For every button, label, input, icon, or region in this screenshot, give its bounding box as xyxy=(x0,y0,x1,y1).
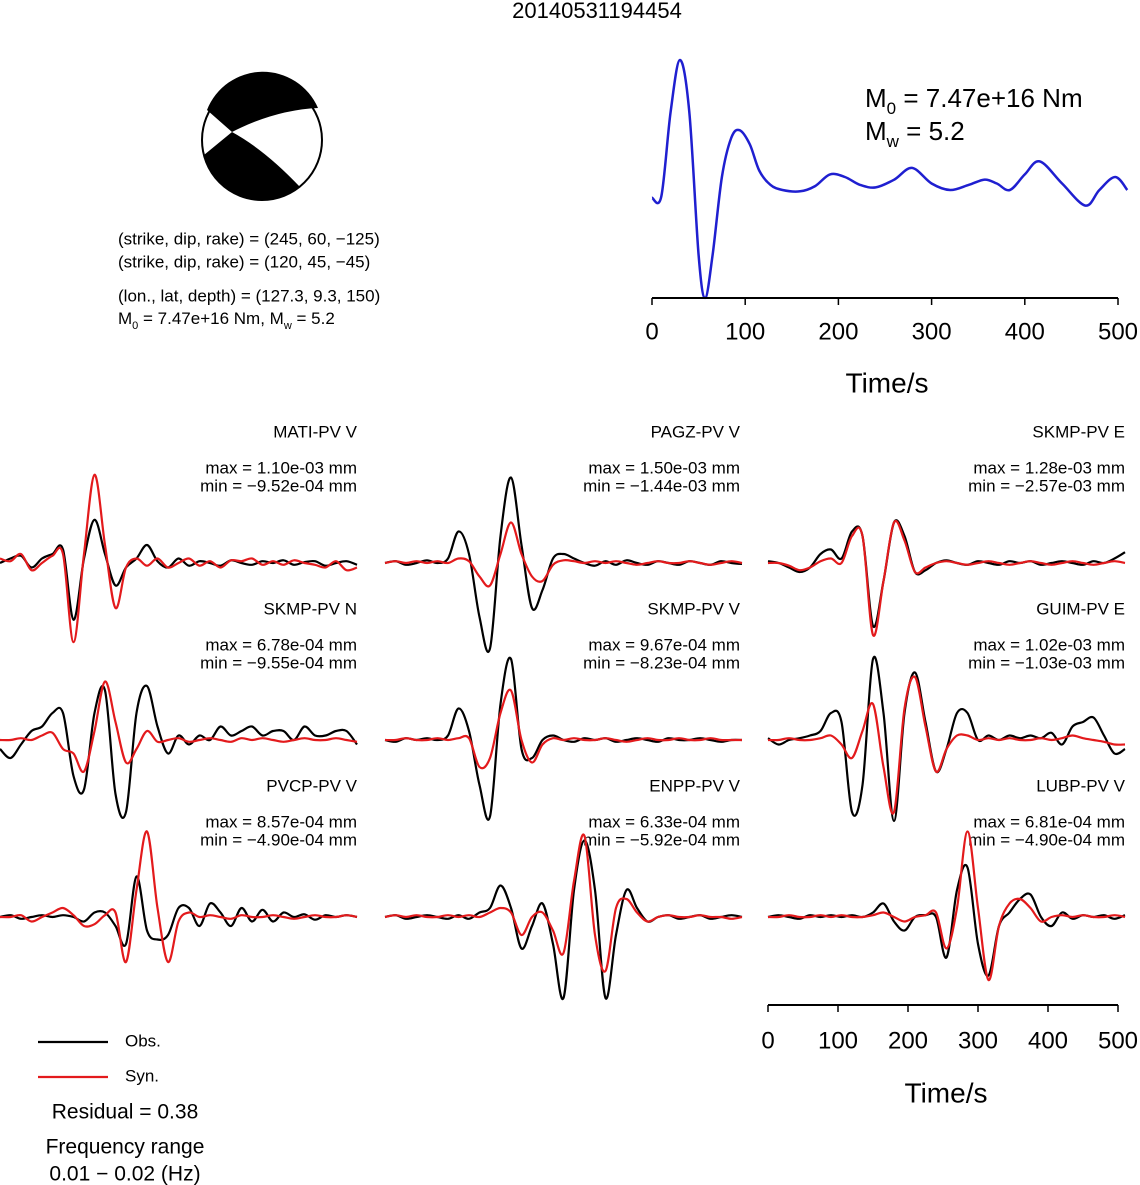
station-label: ENPP-PV V xyxy=(649,776,740,795)
station-label: GUIM-PV E xyxy=(1036,599,1125,618)
x-tick-label: 0 xyxy=(645,318,658,345)
text-part: M xyxy=(118,309,132,328)
x-tick-label: 400 xyxy=(1028,1027,1068,1054)
min-label: min = −9.52e-04 mm xyxy=(200,476,357,495)
max-label: max = 6.81e-04 mm xyxy=(973,812,1125,831)
text-part: M xyxy=(865,116,887,146)
waveform-line xyxy=(767,830,1126,982)
station-label: SKMP-PV V xyxy=(647,599,740,618)
min-label: min = −9.55e-04 mm xyxy=(200,653,357,672)
x-tick-label: 200 xyxy=(818,318,858,345)
station-label: PAGZ-PV V xyxy=(651,422,741,441)
max-label: max = 8.57e-04 mm xyxy=(205,812,357,831)
text-part: = 7.47e+16 Nm xyxy=(896,83,1082,113)
max-label: max = 6.78e-04 mm xyxy=(205,635,357,654)
x-tick-label: 100 xyxy=(818,1027,858,1054)
moment-text: M0 = 7.47e+16 Nm, Mw = 5.2 xyxy=(118,309,335,331)
min-label: min = −5.92e-04 mm xyxy=(583,830,740,849)
x-axis-title: Time/s xyxy=(905,1077,988,1108)
beachball xyxy=(201,71,323,201)
frequency-label: Frequency range xyxy=(46,1136,205,1159)
figure-title: 20140531194454 xyxy=(512,0,682,23)
station-label: SKMP-PV N xyxy=(263,599,357,618)
x-axis-title: Time/s xyxy=(846,367,929,398)
min-label: min = −4.90e-04 mm xyxy=(200,830,357,849)
text-part: M xyxy=(865,83,887,113)
location-text: (lon., lat, depth) = (127.3, 9.3, 150) xyxy=(118,286,380,305)
x-tick-label: 300 xyxy=(958,1027,998,1054)
beachball-quadrant xyxy=(204,132,300,201)
text-part: = 5.2 xyxy=(292,309,335,328)
waveform-line xyxy=(767,864,1126,977)
moment-annotation: M0 = 7.47e+16 Nm xyxy=(865,83,1083,118)
waveform-line xyxy=(384,688,742,770)
x-tick-label: 100 xyxy=(725,318,765,345)
subscript: w xyxy=(886,132,900,151)
waveform-line xyxy=(0,875,358,947)
max-label: max = 6.33e-04 mm xyxy=(588,812,740,831)
x-tick-label: 200 xyxy=(888,1027,928,1054)
subscript: 0 xyxy=(132,320,138,332)
moment-annotation: Mw = 5.2 xyxy=(865,116,965,151)
min-label: min = −8.23e-04 mm xyxy=(583,653,740,672)
min-label: min = −4.90e-04 mm xyxy=(968,830,1125,849)
x-tick-label: 400 xyxy=(1005,318,1045,345)
waveform-line xyxy=(384,833,743,973)
min-label: min = −1.44e-03 mm xyxy=(583,476,740,495)
subscript: 0 xyxy=(887,99,896,118)
waveform-line xyxy=(384,839,743,1001)
max-label: max = 1.50e-03 mm xyxy=(588,458,740,477)
x-tick-label: 500 xyxy=(1098,1027,1138,1054)
max-label: max = 1.02e-03 mm xyxy=(973,635,1125,654)
max-label: max = 1.28e-03 mm xyxy=(973,458,1125,477)
station-label: LUBP-PV V xyxy=(1036,776,1125,795)
station-label: MATI-PV V xyxy=(273,422,357,441)
x-tick-label: 0 xyxy=(761,1027,774,1054)
max-label: max = 1.10e-03 mm xyxy=(205,458,357,477)
mechanism-text: (strike, dip, rake) = (245, 60, −125) xyxy=(118,229,380,248)
waveform-line xyxy=(384,476,743,653)
waveform-line xyxy=(0,518,358,621)
waveform-line xyxy=(0,684,358,819)
x-tick-label: 500 xyxy=(1098,318,1138,345)
beachball-quadrant xyxy=(207,71,318,132)
subscript: w xyxy=(283,320,292,332)
waveform-line xyxy=(767,675,1126,815)
residual-label: Residual = 0.38 xyxy=(52,1101,199,1124)
min-label: min = −2.57e-03 mm xyxy=(968,476,1125,495)
text-part: = 5.2 xyxy=(899,116,965,146)
waveform-line xyxy=(0,680,358,774)
text-part: = 7.47e+16 Nm, M xyxy=(138,309,284,328)
stf-line xyxy=(650,58,1129,300)
legend-label: Syn. xyxy=(125,1066,159,1085)
waveform-line xyxy=(0,830,358,964)
min-label: min = −1.03e-03 mm xyxy=(968,653,1125,672)
waveform-line xyxy=(384,521,743,588)
legend-label: Obs. xyxy=(125,1031,161,1050)
mechanism-text: (strike, dip, rake) = (120, 45, −45) xyxy=(118,252,370,271)
max-label: max = 9.67e-04 mm xyxy=(588,635,740,654)
x-tick-label: 300 xyxy=(912,318,952,345)
frequency-label: 0.01 − 0.02 (Hz) xyxy=(49,1163,200,1185)
waveform-line xyxy=(767,519,1126,637)
waveform-line xyxy=(0,473,358,644)
station-label: SKMP-PV E xyxy=(1032,422,1125,441)
station-label: PVCP-PV V xyxy=(266,776,357,795)
